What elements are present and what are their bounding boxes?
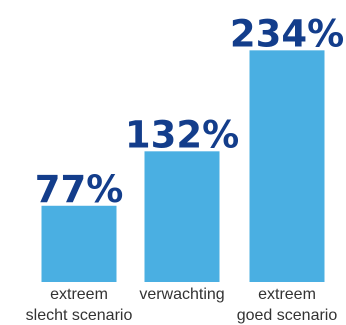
bars-group xyxy=(42,50,325,282)
category-label-3-line-1: extreem xyxy=(258,286,316,303)
bar-2 xyxy=(145,151,220,282)
category-label-1-line-2: slecht scenario xyxy=(26,307,133,324)
category-labels-group: extreem slecht scenario verwachting extreem… xyxy=(26,286,338,324)
category-label-3-line-2: goed scenario xyxy=(237,307,338,324)
value-label-1: 77% xyxy=(35,168,124,211)
category-label-2-line-1: verwachting xyxy=(139,286,224,303)
category-label-1-line-1: extreem xyxy=(50,286,108,303)
value-label-2: 132% xyxy=(125,113,239,156)
bar-3 xyxy=(250,50,325,282)
bar-1 xyxy=(42,206,117,282)
value-label-3: 234% xyxy=(230,12,344,55)
